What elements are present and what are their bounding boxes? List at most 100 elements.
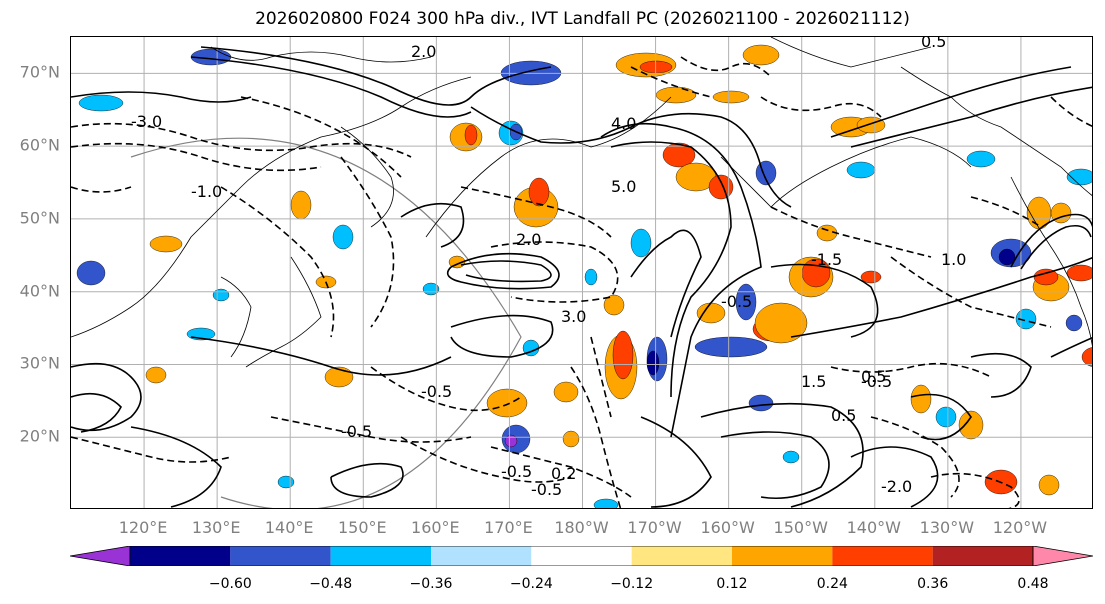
- contour-label: -0.5: [721, 292, 752, 311]
- divergence-patch: [1066, 168, 1092, 186]
- divergence-patch: [630, 228, 652, 258]
- colorbar-extend-high: [1032, 546, 1093, 566]
- contour-label: 2.0: [411, 42, 436, 61]
- colorbar-tick-label: −0.12: [610, 576, 654, 592]
- ivt-contour-negative: [630, 66, 712, 98]
- longitude-tick-label: 120°E: [118, 518, 168, 537]
- divergence-patch: [76, 260, 106, 286]
- contour-labels: 2.05.04.03.0-1.0-0.5-0.50.2-0.5-0.50.51.…: [131, 37, 966, 499]
- contour-label: 0.5: [861, 367, 886, 386]
- ivt-contour-positive: [1050, 337, 1092, 358]
- ivt-contour-negative: [930, 472, 1020, 508]
- ivt-contour-positive: [446, 252, 560, 290]
- map-plot: 2.05.04.03.0-1.0-0.5-0.50.2-0.5-0.50.51.…: [71, 37, 1092, 508]
- ivt-contour-negative: [240, 96, 402, 178]
- ivt-contour-positive: [640, 416, 712, 508]
- divergence-patch: [662, 142, 696, 168]
- ivt-contour-negative: [890, 256, 1052, 328]
- ivt-contour-negative: [71, 436, 232, 463]
- ivt-contour-negative: [71, 122, 412, 158]
- divergence-patch: [486, 388, 528, 418]
- divergence-patch: [277, 475, 295, 489]
- coastline: [340, 126, 394, 228]
- longitude-tick-label: 130°E: [191, 518, 241, 537]
- divergence-patch: [562, 430, 580, 448]
- divergence-patch: [528, 177, 550, 207]
- longitude-tick-label: 130°W: [919, 518, 975, 537]
- longitude-tick-label: 140°W: [846, 518, 901, 537]
- ivt-contour-negative: [870, 416, 960, 498]
- divergence-patch: [856, 116, 886, 134]
- longitude-tick-label: 170°E: [484, 518, 533, 537]
- ivt-contour-positive: [71, 91, 252, 103]
- coastline: [425, 96, 672, 238]
- divergence-patch: [754, 302, 808, 344]
- colorbar-tick-label: 0.36: [917, 576, 949, 592]
- colorbar-outline: [129, 546, 1034, 566]
- colorbar-segment: [230, 546, 331, 566]
- colorbar-tick-label: −0.48: [309, 576, 353, 592]
- longitude-tick-label: 170°W: [627, 518, 682, 537]
- divergence-patch: [145, 366, 167, 384]
- contour-label: 0.5: [921, 37, 946, 51]
- divergence-patch: [748, 394, 774, 412]
- longitude-tick-label: 160°E: [411, 518, 460, 537]
- divergence-patch: [1050, 202, 1072, 224]
- contour-label: 0.5: [831, 406, 856, 425]
- colorbar-segment: [631, 546, 732, 566]
- ivt-contour-positive: [700, 402, 864, 508]
- contour-label: 1.5: [801, 372, 826, 391]
- divergence-patch: [998, 248, 1016, 266]
- divergence-patch: [593, 498, 619, 508]
- divergence-patch: [646, 350, 660, 376]
- colorbar: [70, 546, 1093, 566]
- ivt-contour-positive: [610, 141, 732, 398]
- divergence-patch: [78, 94, 124, 112]
- ivt-contour-positive: [450, 314, 554, 358]
- ivt-contour-positive: [190, 336, 452, 376]
- latitude-tick-label: 30°N: [19, 353, 60, 373]
- colorbar-segment: [932, 546, 1033, 566]
- divergence-patch: [782, 450, 800, 464]
- colorbar-tick-label: 0.12: [716, 576, 748, 592]
- divergence-shading: [76, 44, 1092, 508]
- ivt-contour-negative: [340, 156, 395, 328]
- divergence-patch: [846, 161, 876, 179]
- divergence-patch: [935, 406, 957, 428]
- ivt-contour-positive: [600, 122, 762, 438]
- divergence-patch: [755, 160, 777, 186]
- divergence-patch: [1038, 474, 1060, 496]
- contour-label: -0.5: [421, 382, 452, 401]
- ivt-contour-negative: [770, 206, 932, 258]
- ivt-contour-negative: [490, 241, 619, 303]
- divergence-patch: [504, 434, 518, 448]
- coastline: [71, 76, 472, 338]
- latitude-tick-label: 70°N: [19, 62, 60, 82]
- ivt-contour-positive: [190, 56, 472, 118]
- ivt-contour-positive: [130, 426, 222, 508]
- colorbar-segment: [732, 546, 833, 566]
- divergence-patch: [553, 381, 579, 403]
- ivt-contour-negative: [270, 416, 472, 443]
- ivt-contour-positive: [970, 352, 1032, 398]
- ivt-contour-positive: [720, 431, 830, 500]
- ivt-contour-positive: [850, 446, 939, 508]
- ivt-contour-positive: [830, 66, 1072, 138]
- contour-label: 2.0: [516, 230, 541, 249]
- contour-label: -0.5: [531, 480, 562, 499]
- region-outline: [130, 137, 522, 508]
- ivt-contour-positive: [910, 393, 972, 441]
- divergence-patch: [603, 294, 625, 316]
- divergence-patch: [860, 270, 882, 284]
- ivt-contour-positive: [1010, 213, 1092, 268]
- map-panel[interactable]: 2.0 5.0 4.0 3.0 -1.0 -0.5 -0.5 0.2 -0.5 -0.5 0.5 1.…: [70, 36, 1093, 509]
- divergence-patch: [694, 336, 768, 358]
- divergence-patch: [1065, 314, 1083, 332]
- ivt-contour-positive: [460, 260, 552, 283]
- longitude-tick-label: 160°W: [700, 518, 755, 537]
- colorbar-segment: [832, 546, 933, 566]
- colorbar-segment: [130, 546, 231, 566]
- colorbar-segment: [531, 546, 632, 566]
- ivt-contour-positive: [200, 46, 552, 106]
- colorbar-tick-label: 0.24: [816, 576, 848, 592]
